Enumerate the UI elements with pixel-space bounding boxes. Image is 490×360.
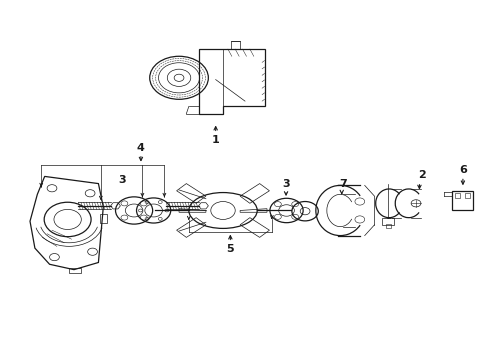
Circle shape [292, 214, 298, 219]
Bar [465, 193, 470, 198]
Circle shape [121, 215, 128, 220]
Bar [69, 268, 81, 273]
Text: 3: 3 [282, 179, 290, 189]
Text: 7: 7 [339, 179, 346, 189]
Bar [452, 191, 473, 211]
Text: 5: 5 [226, 244, 234, 254]
Circle shape [274, 202, 281, 207]
Text: 2: 2 [418, 170, 426, 180]
Circle shape [292, 202, 298, 207]
Text: 1: 1 [212, 135, 220, 145]
Circle shape [140, 201, 147, 206]
Bar [100, 214, 107, 223]
Text: 4: 4 [137, 143, 145, 153]
Bar [455, 193, 460, 198]
Circle shape [140, 215, 147, 220]
Circle shape [274, 214, 281, 219]
Text: 3: 3 [118, 175, 125, 185]
Bar [382, 218, 394, 225]
Bar [231, 41, 240, 49]
Text: 6: 6 [459, 165, 467, 175]
Bar [386, 224, 391, 228]
Circle shape [121, 201, 128, 206]
